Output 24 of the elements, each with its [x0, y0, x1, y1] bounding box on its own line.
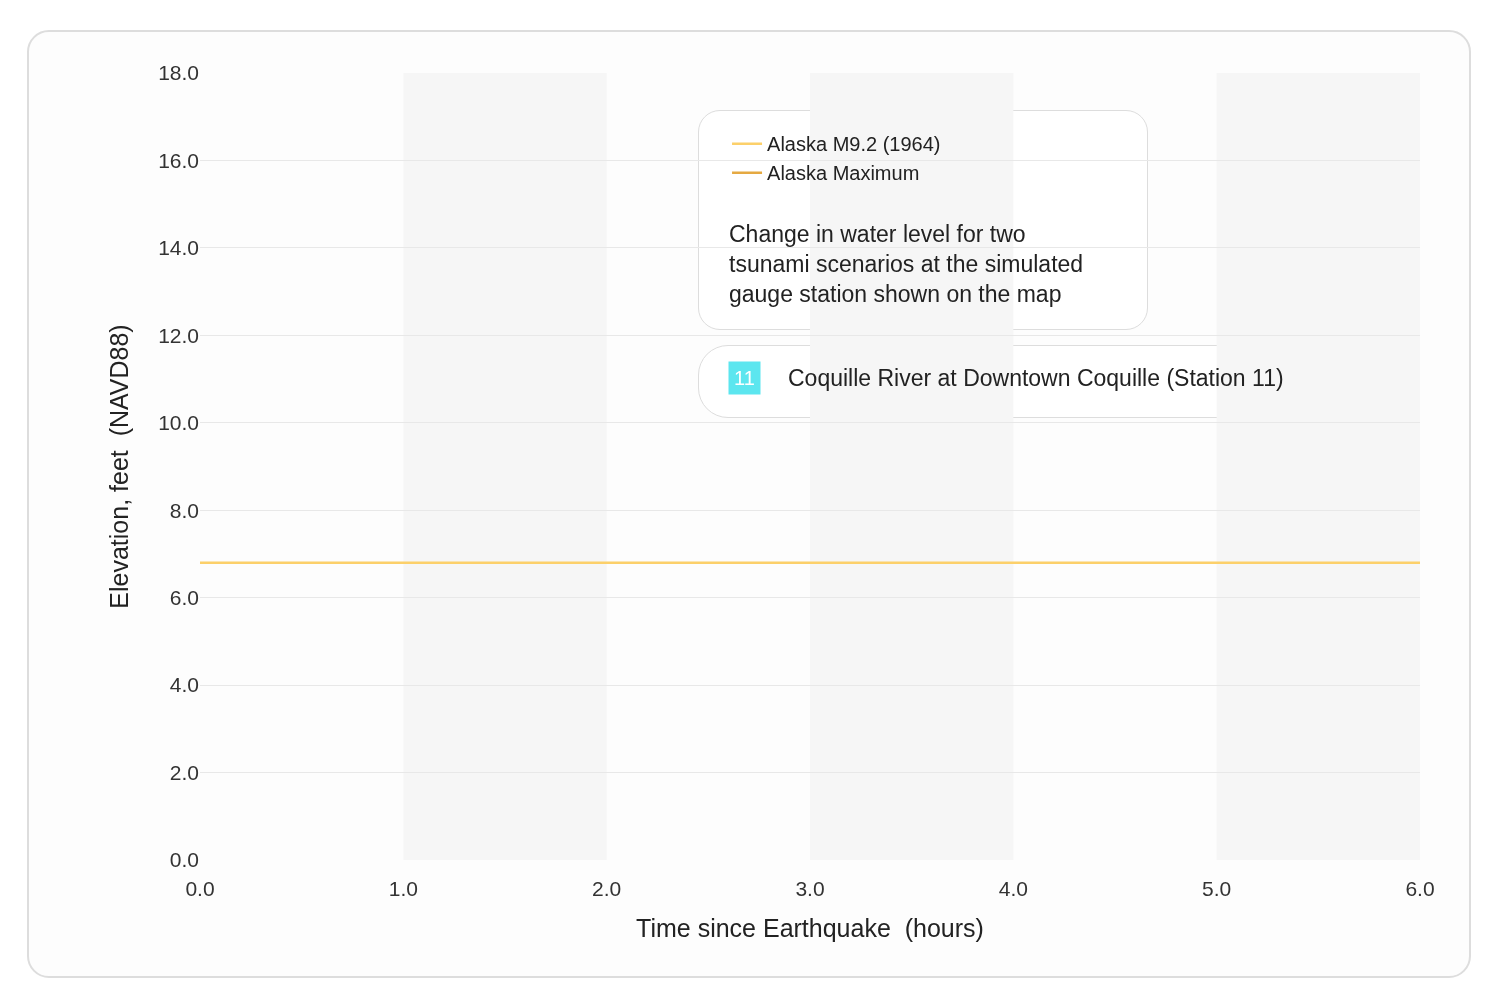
x-tick-label: 0.0 — [185, 877, 215, 900]
x-tick-label: 4.0 — [998, 877, 1028, 900]
x-tick-label: 2.0 — [592, 877, 622, 900]
y-tick-label: 14.0 — [158, 236, 199, 260]
annotation: Change in water level for two tsunami scenarios at the simulated gauge station shown on the map — [729, 221, 1084, 307]
y-tick-label: 12.0 — [158, 323, 199, 347]
y-tick-label: 8.0 — [169, 498, 199, 522]
x-tick-label: 1.0 — [388, 877, 418, 900]
annotation: Coquille River at Downtown Coquille (Station 11) — [788, 365, 1284, 391]
x-tick-label: 5.0 — [1202, 877, 1232, 900]
x-tick-label: 6.0 — [1405, 877, 1435, 900]
y-axis-title: Elevation, feet (NAVD88) — [104, 324, 133, 609]
x-axis-title: Time since Earthquake (hours) — [636, 914, 984, 942]
y-tick-label: 2.0 — [169, 760, 199, 784]
x-tick-label: 3.0 — [795, 877, 825, 900]
y-tick-label: 0.0 — [169, 848, 199, 872]
y-tick-label: 6.0 — [169, 586, 199, 610]
legend-label: Alaska M9.2 (1964) — [767, 133, 941, 156]
annotation: 11 — [734, 367, 755, 389]
legend-label: Alaska Maximum — [767, 162, 920, 185]
y-tick-label: 16.0 — [158, 148, 199, 172]
y-tick-label: 4.0 — [169, 673, 199, 697]
y-tick-label: 10.0 — [158, 411, 199, 435]
y-tick-label: 18.0 — [158, 61, 199, 85]
